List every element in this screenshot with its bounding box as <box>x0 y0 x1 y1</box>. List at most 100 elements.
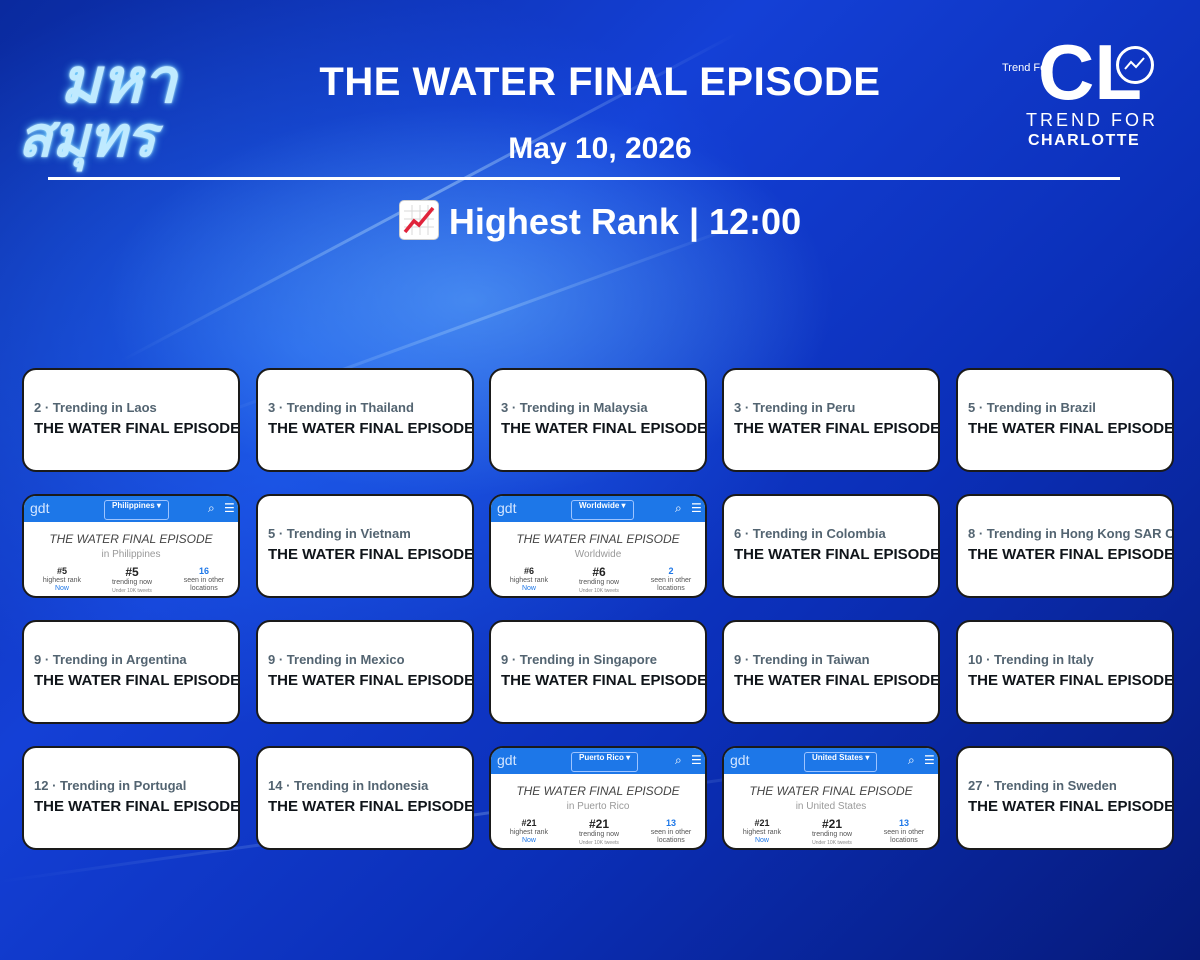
tweet-volume-label: Under 10K tweets <box>112 588 152 594</box>
gdt-brand: gdt <box>497 500 517 516</box>
seen-locations-label: seen in other <box>650 829 692 836</box>
search-icon[interactable]: ⌕ <box>675 501 682 515</box>
highest-rank-stat: #21 highest rank Now <box>499 818 559 845</box>
rank-heading-text: Highest Rank | 12:00 <box>448 201 802 242</box>
brand-line2: CHARLOTTE <box>1028 132 1141 149</box>
trend-topic: THE WATER FINAL EPISODE <box>268 420 474 437</box>
magnifier-chart-icon <box>1116 46 1154 84</box>
trending-now-label: trending now <box>578 579 620 586</box>
seen-locations-value: 16 <box>198 566 209 576</box>
location-dropdown[interactable]: Philippines ▾ <box>104 500 169 520</box>
gdt-trend-card: gdt Worldwide ▾ ⌕ ☰ THE WATER FINAL EPISODE W… <box>489 494 707 598</box>
trend-location-label: 6 · Trending in Colombia <box>734 526 886 541</box>
trend-topic: THE WATER FINAL EPISODE <box>34 420 240 437</box>
trend-card: 12 · Trending in Portugal THE WATER FINAL… <box>22 746 240 850</box>
gdt-brand: gdt <box>730 752 750 768</box>
seen-locations-value: 2 <box>668 566 674 576</box>
gdt-trend-title: THE WATER FINAL EPISODE <box>49 532 213 546</box>
search-icon[interactable]: ⌕ <box>675 753 682 767</box>
highest-rank-when: Now <box>54 585 69 592</box>
trending-now-value: #21 <box>588 817 610 831</box>
menu-icon[interactable]: ☰ <box>691 501 702 515</box>
seen-locations-label: seen in other <box>883 829 925 836</box>
seen-locations-label-2: locations <box>657 837 685 844</box>
show-logo: มหา สมุทร <box>18 32 208 170</box>
gdt-trend-title: THE WATER FINAL EPISODE <box>516 784 680 798</box>
highest-rank-label: highest rank <box>509 829 549 836</box>
highest-rank-when: Now <box>754 837 769 844</box>
gdt-location-text: in Puerto Rico <box>566 801 630 812</box>
highest-rank-label: highest rank <box>509 577 549 584</box>
trend-topic: THE WATER FINAL EPISODE <box>34 798 240 815</box>
tweet-volume-label: Under 10K tweets <box>579 840 619 846</box>
seen-locations-label-2: locations <box>657 585 685 592</box>
trend-location-label: 14 · Trending in Indonesia <box>268 778 429 793</box>
seen-locations-label: seen in other <box>183 577 225 584</box>
highest-rank-stat: #5 highest rank Now <box>32 566 92 593</box>
gdt-location-text: in United States <box>795 801 867 812</box>
trend-location-label: 2 · Trending in Laos <box>34 400 157 415</box>
trending-now-stat: #21 trending now Under 10K tweets <box>802 818 862 847</box>
highest-rank-when: Now <box>521 837 536 844</box>
trend-topic: THE WATER FINAL EPISODE <box>968 672 1174 689</box>
trend-location-label: 27 · Trending in Sweden <box>968 778 1117 793</box>
page-title: THE WATER FINAL EPISODE <box>319 60 881 104</box>
trend-topic: THE WATER FINAL EPISODE <box>968 420 1174 437</box>
trend-card: 3 · Trending in Peru THE WATER FINAL EPIS… <box>722 368 940 472</box>
seen-locations-stat: 2 seen in other locations <box>641 566 701 593</box>
highest-rank-value: #21 <box>754 818 770 828</box>
chart-increasing-icon <box>398 200 439 240</box>
location-dropdown[interactable]: Worldwide ▾ <box>571 500 634 520</box>
trending-now-value: #6 <box>592 565 606 579</box>
brand-trend-for: Trend For <box>1002 62 1050 74</box>
trend-topic: THE WATER FINAL EPISODE <box>268 798 474 815</box>
trend-location-label: 3 · Trending in Thailand <box>268 400 414 415</box>
trend-location-label: 9 · Trending in Taiwan <box>734 652 870 667</box>
search-icon[interactable]: ⌕ <box>908 753 915 767</box>
trend-location-label: 9 · Trending in Mexico <box>268 652 405 667</box>
seen-locations-label-2: locations <box>890 837 918 844</box>
tweet-volume-label: Under 10K tweets <box>579 588 619 594</box>
menu-icon[interactable]: ☰ <box>224 501 235 515</box>
trend-location-label: 3 · Trending in Peru <box>734 400 856 415</box>
highest-rank-label: highest rank <box>742 829 782 836</box>
menu-icon[interactable]: ☰ <box>924 753 935 767</box>
location-dropdown[interactable]: United States ▾ <box>804 752 878 772</box>
trending-now-stat: #6 trending now Under 10K tweets <box>569 566 629 595</box>
seen-locations-label: seen in other <box>650 577 692 584</box>
trend-card: 9 · Trending in Singapore THE WATER FINAL… <box>489 620 707 724</box>
divider <box>48 177 1120 180</box>
trend-topic: THE WATER FINAL EPISODE <box>34 672 240 689</box>
gdt-location-text: Worldwide <box>574 549 622 560</box>
page-date: May 10, 2026 <box>508 132 692 165</box>
gdt-brand: gdt <box>30 500 50 516</box>
rank-heading: Highest Rank | 12:00 <box>0 200 1200 243</box>
search-icon[interactable]: ⌕ <box>208 501 215 515</box>
trending-now-stat: #5 trending now Under 10K tweets <box>102 566 162 595</box>
menu-icon[interactable]: ☰ <box>691 753 702 767</box>
tweet-volume-label: Under 10K tweets <box>812 840 852 846</box>
trend-card: 9 · Trending in Mexico THE WATER FINAL EP… <box>256 620 474 724</box>
trend-topic: THE WATER FINAL EPISODE <box>268 672 474 689</box>
trend-card: 10 · Trending in Italy THE WATER FINAL EP… <box>956 620 1174 724</box>
trend-location-label: 8 · Trending in Hong Kong SAR China <box>968 526 1174 541</box>
trending-now-label: trending now <box>811 831 853 838</box>
gdt-trend-title: THE WATER FINAL EPISODE <box>516 532 680 546</box>
highest-rank-stat: #6 highest rank Now <box>499 566 559 593</box>
highest-rank-value: #5 <box>56 566 67 576</box>
highest-rank-label: highest rank <box>42 577 82 584</box>
trend-card: 3 · Trending in Thailand THE WATER FINAL … <box>256 368 474 472</box>
trend-card: 27 · Trending in Sweden THE WATER FINAL E… <box>956 746 1174 850</box>
trending-now-value: #5 <box>125 565 139 579</box>
highest-rank-value: #21 <box>521 818 537 828</box>
trend-card: 6 · Trending in Colombia THE WATER FINAL … <box>722 494 940 598</box>
trending-now-stat: #21 trending now Under 10K tweets <box>569 818 629 847</box>
trend-card: 2 · Trending in Laos THE WATER FINAL EPIS… <box>22 368 240 472</box>
trend-topic: THE WATER FINAL EPISODE <box>734 672 940 689</box>
location-dropdown[interactable]: Puerto Rico ▾ <box>571 752 639 772</box>
brand-line1: TREND FOR <box>1026 110 1158 130</box>
trend-topic: THE WATER FINAL EPISODE <box>968 546 1174 563</box>
trend-topic: THE WATER FINAL EPISODE <box>734 420 940 437</box>
gdt-trend-card: gdt Puerto Rico ▾ ⌕ ☰ THE WATER FINAL EPISOD… <box>489 746 707 850</box>
trend-card: 5 · Trending in Brazil THE WATER FINAL EP… <box>956 368 1174 472</box>
